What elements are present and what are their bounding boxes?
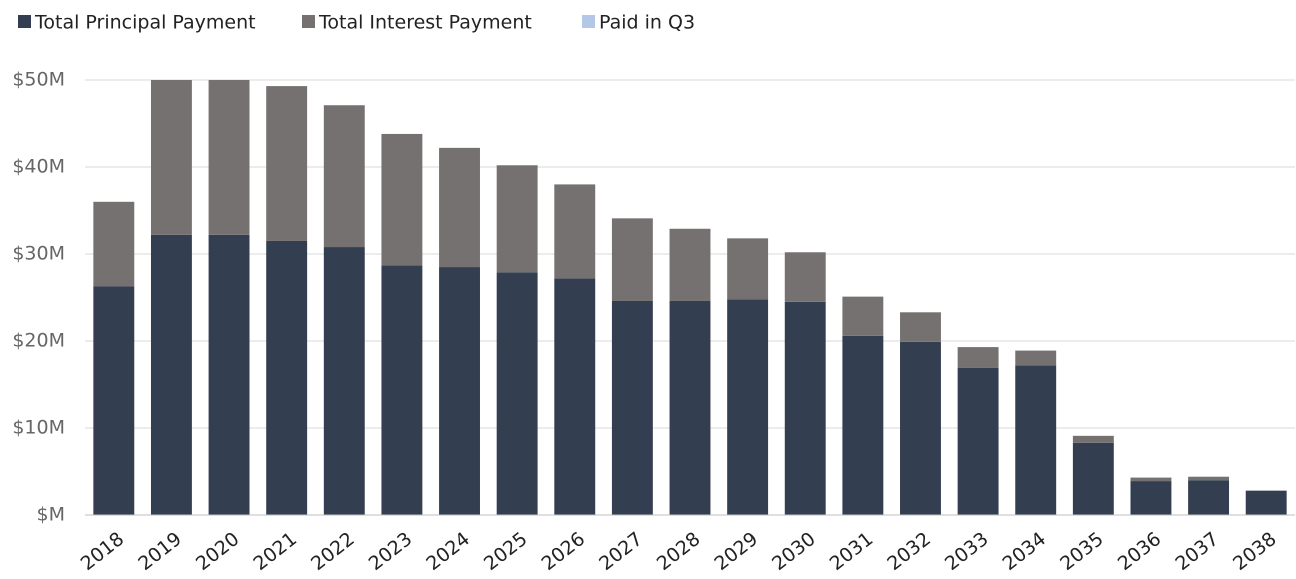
x-tick-label: 2030 (768, 528, 820, 575)
bar-segment (611, 300, 653, 515)
bar-segment (1015, 350, 1057, 366)
x-tick-label: 2019 (134, 528, 186, 575)
bar-segment (150, 234, 192, 516)
bar-segment (842, 296, 884, 336)
legend-label: Total Interest Payment (318, 12, 532, 34)
y-tick-label: $40M (12, 156, 65, 178)
bar-segment (150, 80, 192, 235)
bar-segment (1072, 442, 1114, 515)
bar-segment (1130, 477, 1172, 482)
x-tick-label: 2026 (538, 528, 590, 575)
bar-segment (266, 240, 308, 515)
bar-segment (669, 300, 711, 515)
x-tick-label: 2032 (883, 528, 935, 575)
x-tick-label: 2037 (1171, 528, 1223, 575)
bar-segment (266, 86, 308, 241)
bar-segment (439, 267, 480, 515)
bar-segment (554, 278, 596, 515)
y-tick-label: $30M (12, 243, 65, 265)
bar-segment (727, 299, 769, 515)
bar-segment (496, 165, 538, 273)
x-tick-label: 2038 (1229, 528, 1281, 575)
x-tick-label: 2023 (365, 528, 417, 575)
y-tick-label: $10M (12, 417, 65, 439)
y-tick-label: $50M (12, 69, 65, 91)
x-tick-label: 2029 (710, 528, 762, 575)
bar-segment (439, 147, 480, 268)
bar-segment (323, 247, 365, 516)
y-tick-label: $M (37, 504, 65, 526)
bar-segment (784, 252, 826, 302)
bar-segment (842, 335, 884, 515)
y-tick-label: $20M (12, 330, 65, 352)
bar-segment (957, 347, 999, 368)
legend-swatch (582, 15, 595, 28)
bar-segment (900, 312, 941, 342)
bar-segment (1188, 476, 1230, 481)
x-tick-label: 2020 (192, 528, 244, 575)
x-tick-label: 2033 (941, 528, 993, 575)
x-tick-label: 2034 (999, 528, 1051, 575)
bar-segment (784, 301, 826, 515)
x-tick-label: 2035 (1056, 528, 1108, 575)
bar-segment (1188, 480, 1230, 515)
bar-segment (323, 105, 365, 248)
bar-segment (93, 201, 135, 287)
bar-segment (381, 265, 423, 515)
bar-segment (554, 184, 596, 279)
bar-segment (957, 367, 999, 515)
bar-segment (496, 272, 538, 515)
x-tick-label: 2028 (653, 528, 705, 575)
x-tick-label: 2036 (1114, 528, 1166, 575)
x-tick-label: 2025 (480, 528, 532, 575)
bar-segment (727, 238, 769, 300)
x-tick-label: 2018 (77, 528, 129, 575)
bar-segment (900, 341, 941, 515)
bar-segment (208, 234, 250, 516)
bar-segment (611, 218, 653, 301)
x-tick-label: 2027 (595, 528, 647, 575)
x-tick-label: 2031 (826, 528, 878, 575)
legend-label: Paid in Q3 (599, 12, 695, 34)
x-tick-label: 2024 (422, 528, 474, 575)
bar-segment (1072, 435, 1114, 443)
x-tick-label: 2021 (249, 528, 301, 575)
bar-segment (1130, 481, 1172, 515)
bar-segment (381, 133, 423, 266)
bar-segment (208, 80, 250, 235)
bar-segment (1245, 490, 1287, 515)
legend-swatch (18, 15, 31, 28)
bar-segment (1015, 365, 1057, 515)
bar-segment (93, 286, 135, 515)
legend-swatch (302, 15, 315, 28)
bar-segment (669, 228, 711, 301)
legend-label: Total Principal Payment (34, 12, 256, 34)
x-tick-label: 2022 (307, 528, 359, 575)
